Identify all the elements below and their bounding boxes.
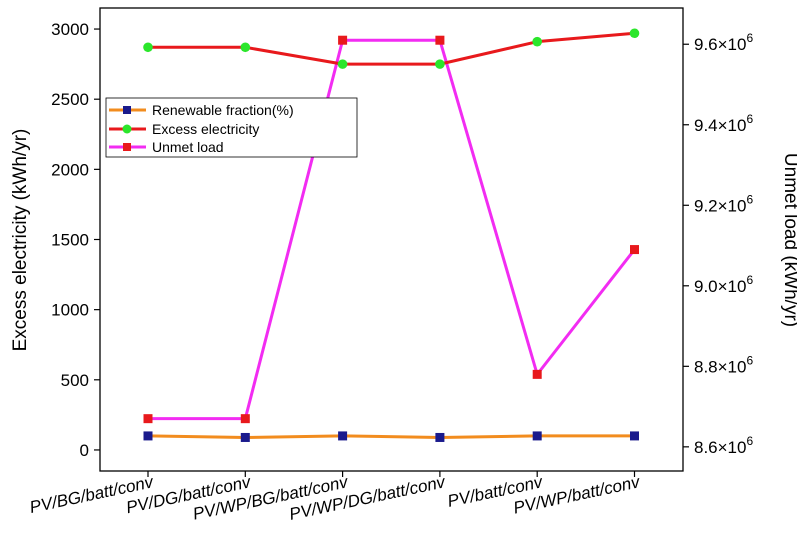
left-tick-label: 500: [61, 371, 89, 390]
point-unmet-load: [435, 35, 445, 45]
left-tick-label: 1500: [51, 231, 89, 250]
point-excess-electricity: [435, 59, 445, 69]
legend-entry-unmet-load: Unmet load: [109, 139, 224, 155]
legend-entry-renewable-fraction: Renewable fraction(%): [109, 102, 294, 118]
legend: Renewable fraction(%) Excess electricity…: [105, 97, 358, 158]
right-axis-title: Unmet load (kWh/yr): [780, 153, 797, 327]
legend-swatch-marker: [123, 143, 131, 151]
point-unmet-load: [532, 369, 542, 379]
series-layer: [143, 28, 640, 442]
legend-label: Excess electricity: [152, 121, 259, 137]
point-renewable-fraction: [240, 432, 250, 442]
point-unmet-load: [630, 245, 639, 255]
left-tick-label: 0: [80, 441, 89, 460]
point-excess-electricity: [240, 42, 251, 53]
left-tick-label: 2500: [51, 90, 89, 109]
point-renewable-fraction: [143, 431, 153, 441]
right-tick-label: 9.6×106: [694, 31, 753, 54]
point-renewable-fraction: [630, 431, 639, 441]
left-axis-title: Excess electricity (kWh/yr): [10, 129, 31, 352]
x-axis-ticks: PV/BG/batt/convPV/DG/batt/convPV/WP/BG/b…: [28, 471, 643, 524]
point-renewable-fraction: [435, 432, 445, 442]
right-tick-label: 9.4×106: [694, 112, 753, 135]
right-tick-label: 9.0×106: [694, 273, 753, 296]
series-line-excess-electricity: [148, 31, 635, 66]
left-tick-label: 2000: [51, 160, 89, 179]
right-tick-label: 8.6×106: [694, 434, 753, 457]
series-line-renewable-fraction: [147, 434, 635, 439]
legend-label: Unmet load: [152, 139, 224, 155]
legend-label: Renewable fraction(%): [152, 102, 294, 118]
point-unmet-load: [338, 35, 348, 45]
point-excess-electricity: [143, 42, 153, 53]
point-renewable-fraction: [532, 431, 542, 441]
point-renewable-fraction: [338, 431, 348, 441]
point-unmet-load: [143, 414, 153, 424]
legend-swatch-marker: [122, 124, 132, 134]
left-tick-label: 1000: [51, 301, 89, 320]
point-excess-electricity: [629, 28, 640, 39]
right-axis-ticks: 8.6×106 8.8×106 9.0×106 9.2×106 9.4×106 9.6×1…: [683, 31, 753, 457]
legend-box: [105, 97, 358, 158]
series-line-unmet-load: [148, 38, 636, 421]
plot-area: [99, 7, 684, 472]
left-tick-label: 3000: [51, 20, 89, 39]
point-excess-electricity: [532, 36, 542, 47]
point-unmet-load: [240, 414, 250, 424]
left-axis-ticks: 0 500 1000 1500 2000 2500 3000: [51, 20, 100, 460]
right-tick-label: 9.2×106: [694, 192, 753, 215]
right-tick-label: 8.8×106: [694, 353, 753, 376]
legend-entry-excess-electricity: Excess electricity: [109, 121, 259, 137]
legend-swatch-marker: [123, 106, 131, 114]
point-excess-electricity: [337, 59, 348, 69]
